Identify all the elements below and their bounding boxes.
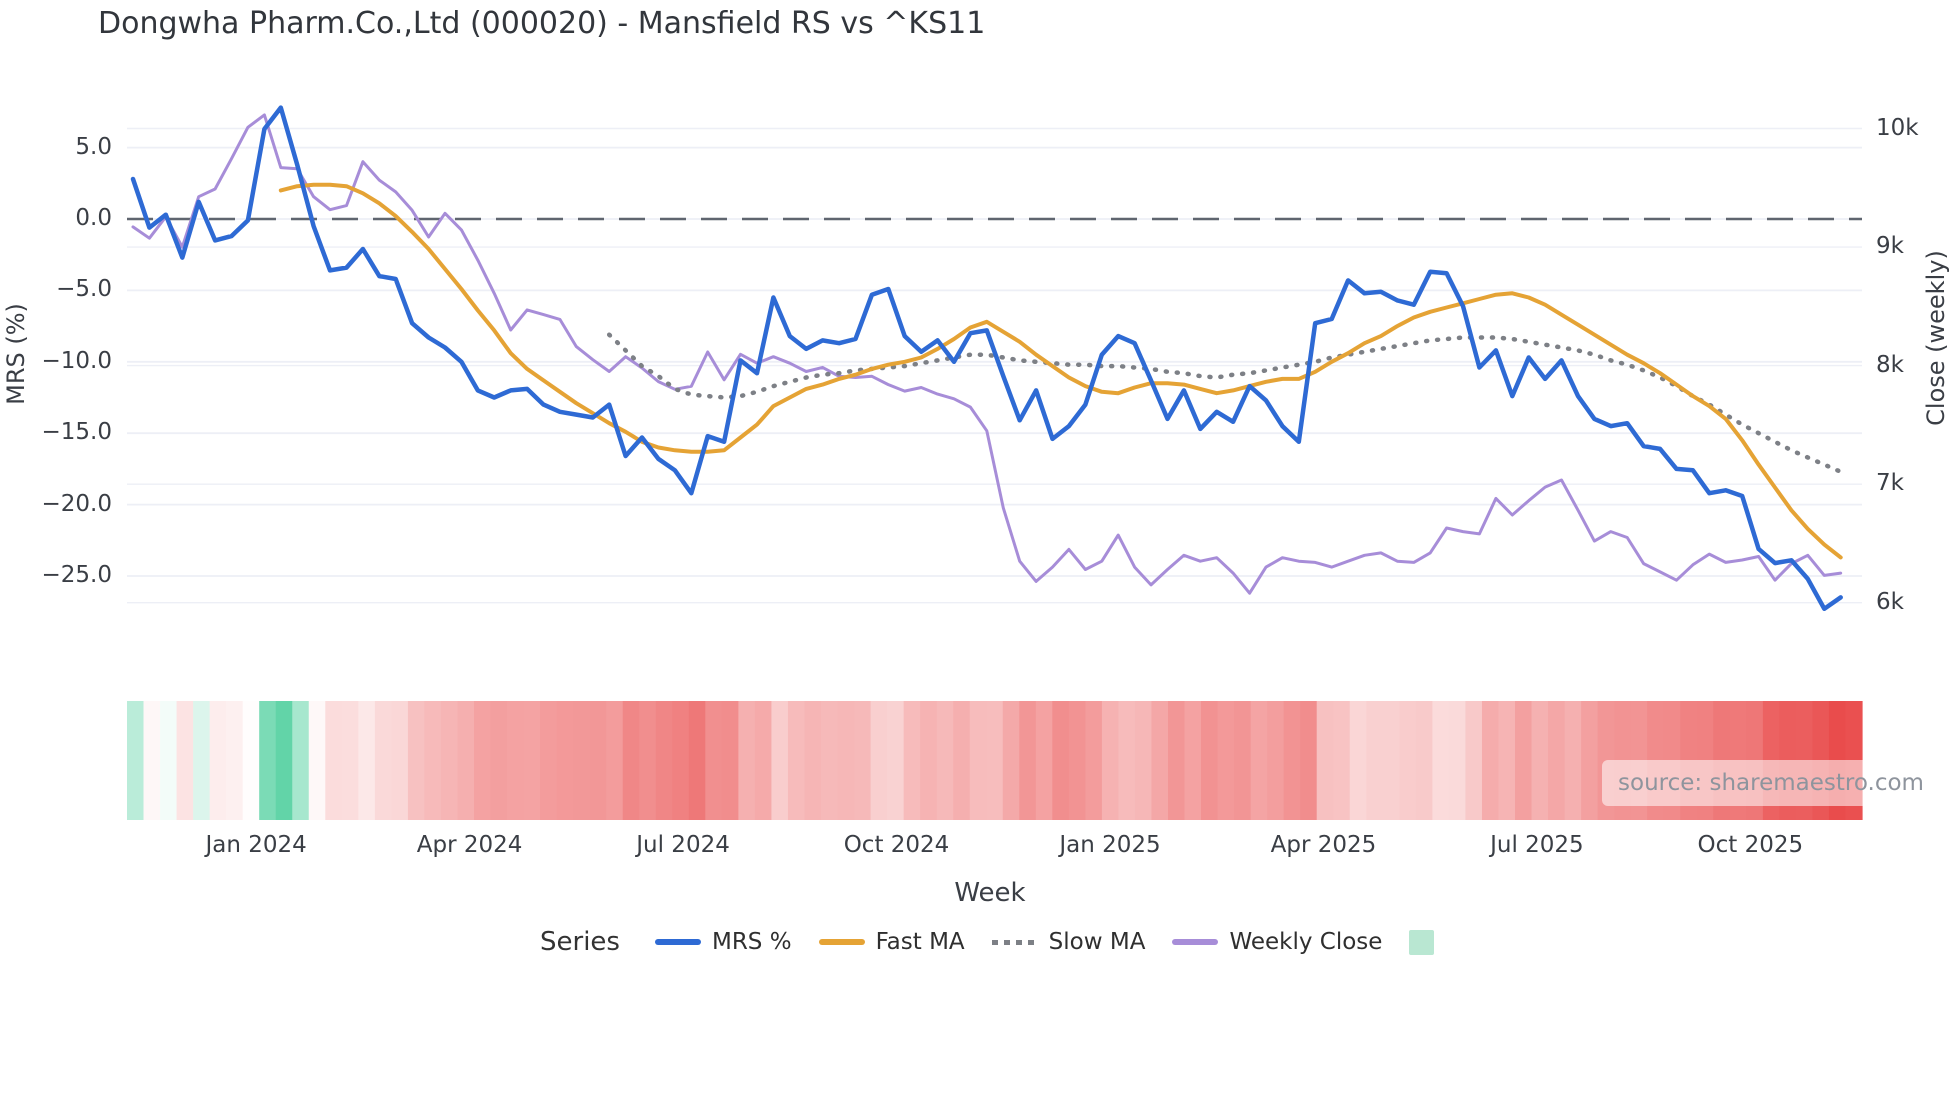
legend-title: Series xyxy=(540,927,620,957)
tick-label: 8k xyxy=(1876,351,1904,378)
tick-label: 7k xyxy=(1876,470,1904,497)
legend-item-label: Fast MA xyxy=(875,929,965,955)
fast-ma-line-swatch-icon xyxy=(818,939,865,945)
tick-label: −25.0 xyxy=(41,562,112,588)
y-axis-title-right: Close (weekly) xyxy=(1922,250,1950,426)
source-watermark: source: sharemaestro.com xyxy=(1602,760,1940,806)
tick-label: Apr 2025 xyxy=(1270,832,1377,858)
tick-label: 5.0 xyxy=(75,133,112,160)
tick-label: Jan 2024 xyxy=(205,832,307,858)
chart-title: Dongwha Pharm.Co.,Ltd (000020) - Mansfie… xyxy=(98,6,986,41)
slow-ma-dotted-swatch-icon xyxy=(991,939,1038,945)
tick-label: Oct 2024 xyxy=(843,832,950,858)
tick-label: Apr 2024 xyxy=(416,832,523,858)
legend: Series MRS % Fast MA Slow MA Weekly Clos… xyxy=(540,922,1445,962)
legend-item-label: MRS % xyxy=(711,929,792,955)
tick-label: −5.0 xyxy=(56,276,112,303)
tick-label: −20.0 xyxy=(41,490,112,517)
legend-item-label: Slow MA xyxy=(1048,929,1146,955)
tick-label: −15.0 xyxy=(41,419,112,446)
tick-label: Jul 2024 xyxy=(636,832,730,858)
tick-label: −10.0 xyxy=(41,347,112,374)
legend-item-heatmap xyxy=(1409,929,1445,955)
heatmap-swatch-icon xyxy=(1409,929,1435,955)
tick-label: 0.0 xyxy=(75,205,112,231)
legend-item-weekly-close: Weekly Close xyxy=(1172,929,1382,955)
tick-label: 9k xyxy=(1876,233,1904,260)
weekly-close-line-swatch-icon xyxy=(1172,939,1219,945)
y-axis-title-left: MRS (%) xyxy=(2,303,30,405)
tick-label: 10k xyxy=(1876,114,1919,141)
legend-item-fast-ma: Fast MA xyxy=(818,929,965,955)
mrs-line-swatch-icon xyxy=(654,939,701,945)
legend-item-slow-ma: Slow MA xyxy=(991,929,1146,955)
legend-item-mrs: MRS % xyxy=(654,929,792,955)
tick-label: Jan 2025 xyxy=(1059,832,1161,858)
legend-item-label: Weekly Close xyxy=(1229,929,1383,955)
tick-label: Jul 2025 xyxy=(1490,832,1584,858)
tick-label: 6k xyxy=(1876,588,1904,615)
x-axis-title: Week xyxy=(954,878,1026,908)
tick-label: Oct 2025 xyxy=(1697,832,1804,858)
